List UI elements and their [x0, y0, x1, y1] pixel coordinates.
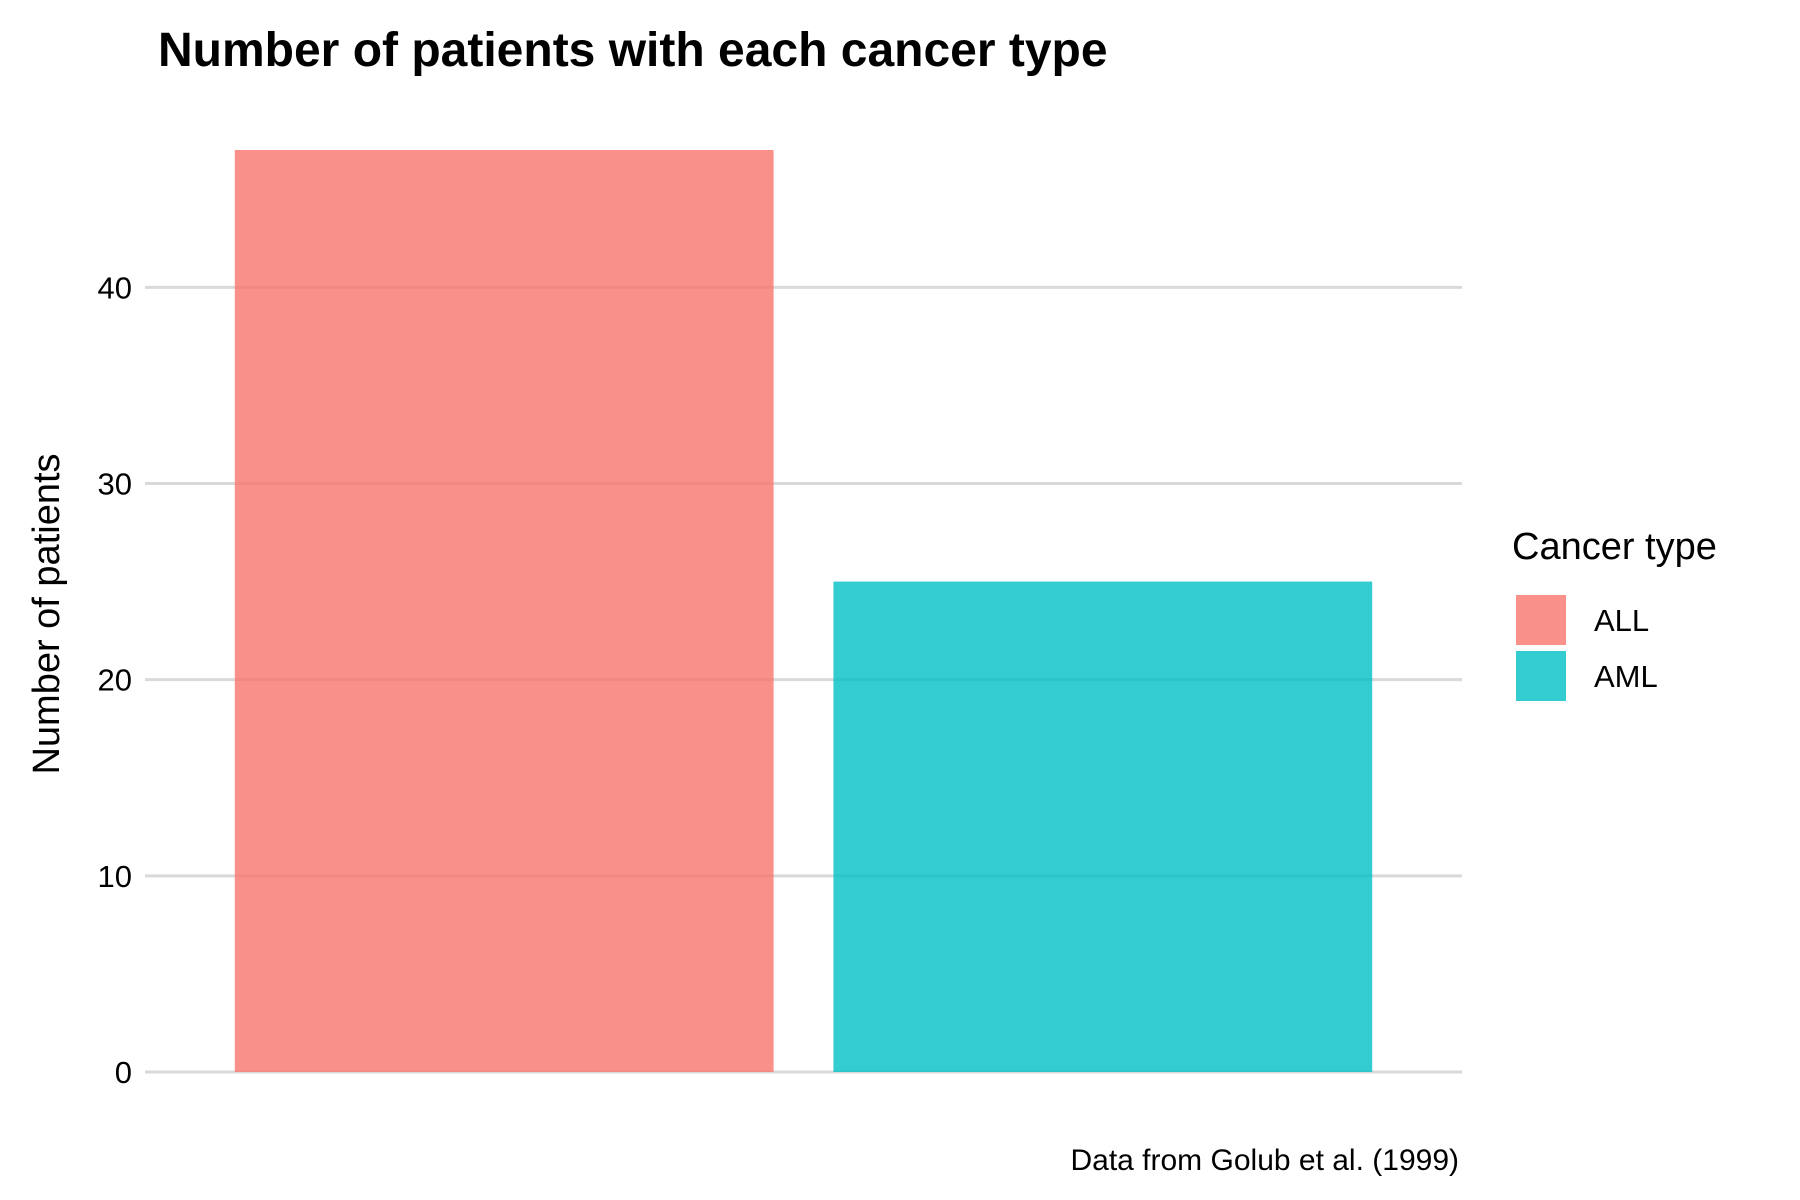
- y-tick-label-20: 20: [98, 663, 132, 698]
- chart-caption: Data from Golub et al. (1999): [1070, 1144, 1459, 1177]
- legend-swatch-aml: [1516, 651, 1566, 701]
- legend-swatch-all: [1516, 595, 1566, 645]
- legend-title: Cancer type: [1512, 526, 1717, 568]
- legend-label-all: ALL: [1594, 603, 1649, 638]
- y-axis-label: Number of patients: [26, 453, 68, 774]
- y-tick-label-30: 30: [98, 466, 132, 501]
- bars: [234, 150, 1373, 1072]
- legend-label-aml: AML: [1594, 659, 1658, 694]
- chart-title: Number of patients with each cancer type: [158, 24, 1108, 77]
- y-tick-label-40: 40: [98, 270, 132, 305]
- y-tick-label-10: 10: [98, 859, 132, 894]
- y-axis-ticks: 0 10 20 30 40: [98, 270, 132, 1090]
- legend: Cancer type ALL AML: [1512, 526, 1717, 701]
- bar-aml: [833, 581, 1373, 1072]
- y-tick-label-0: 0: [115, 1055, 132, 1090]
- bar-all: [234, 150, 774, 1072]
